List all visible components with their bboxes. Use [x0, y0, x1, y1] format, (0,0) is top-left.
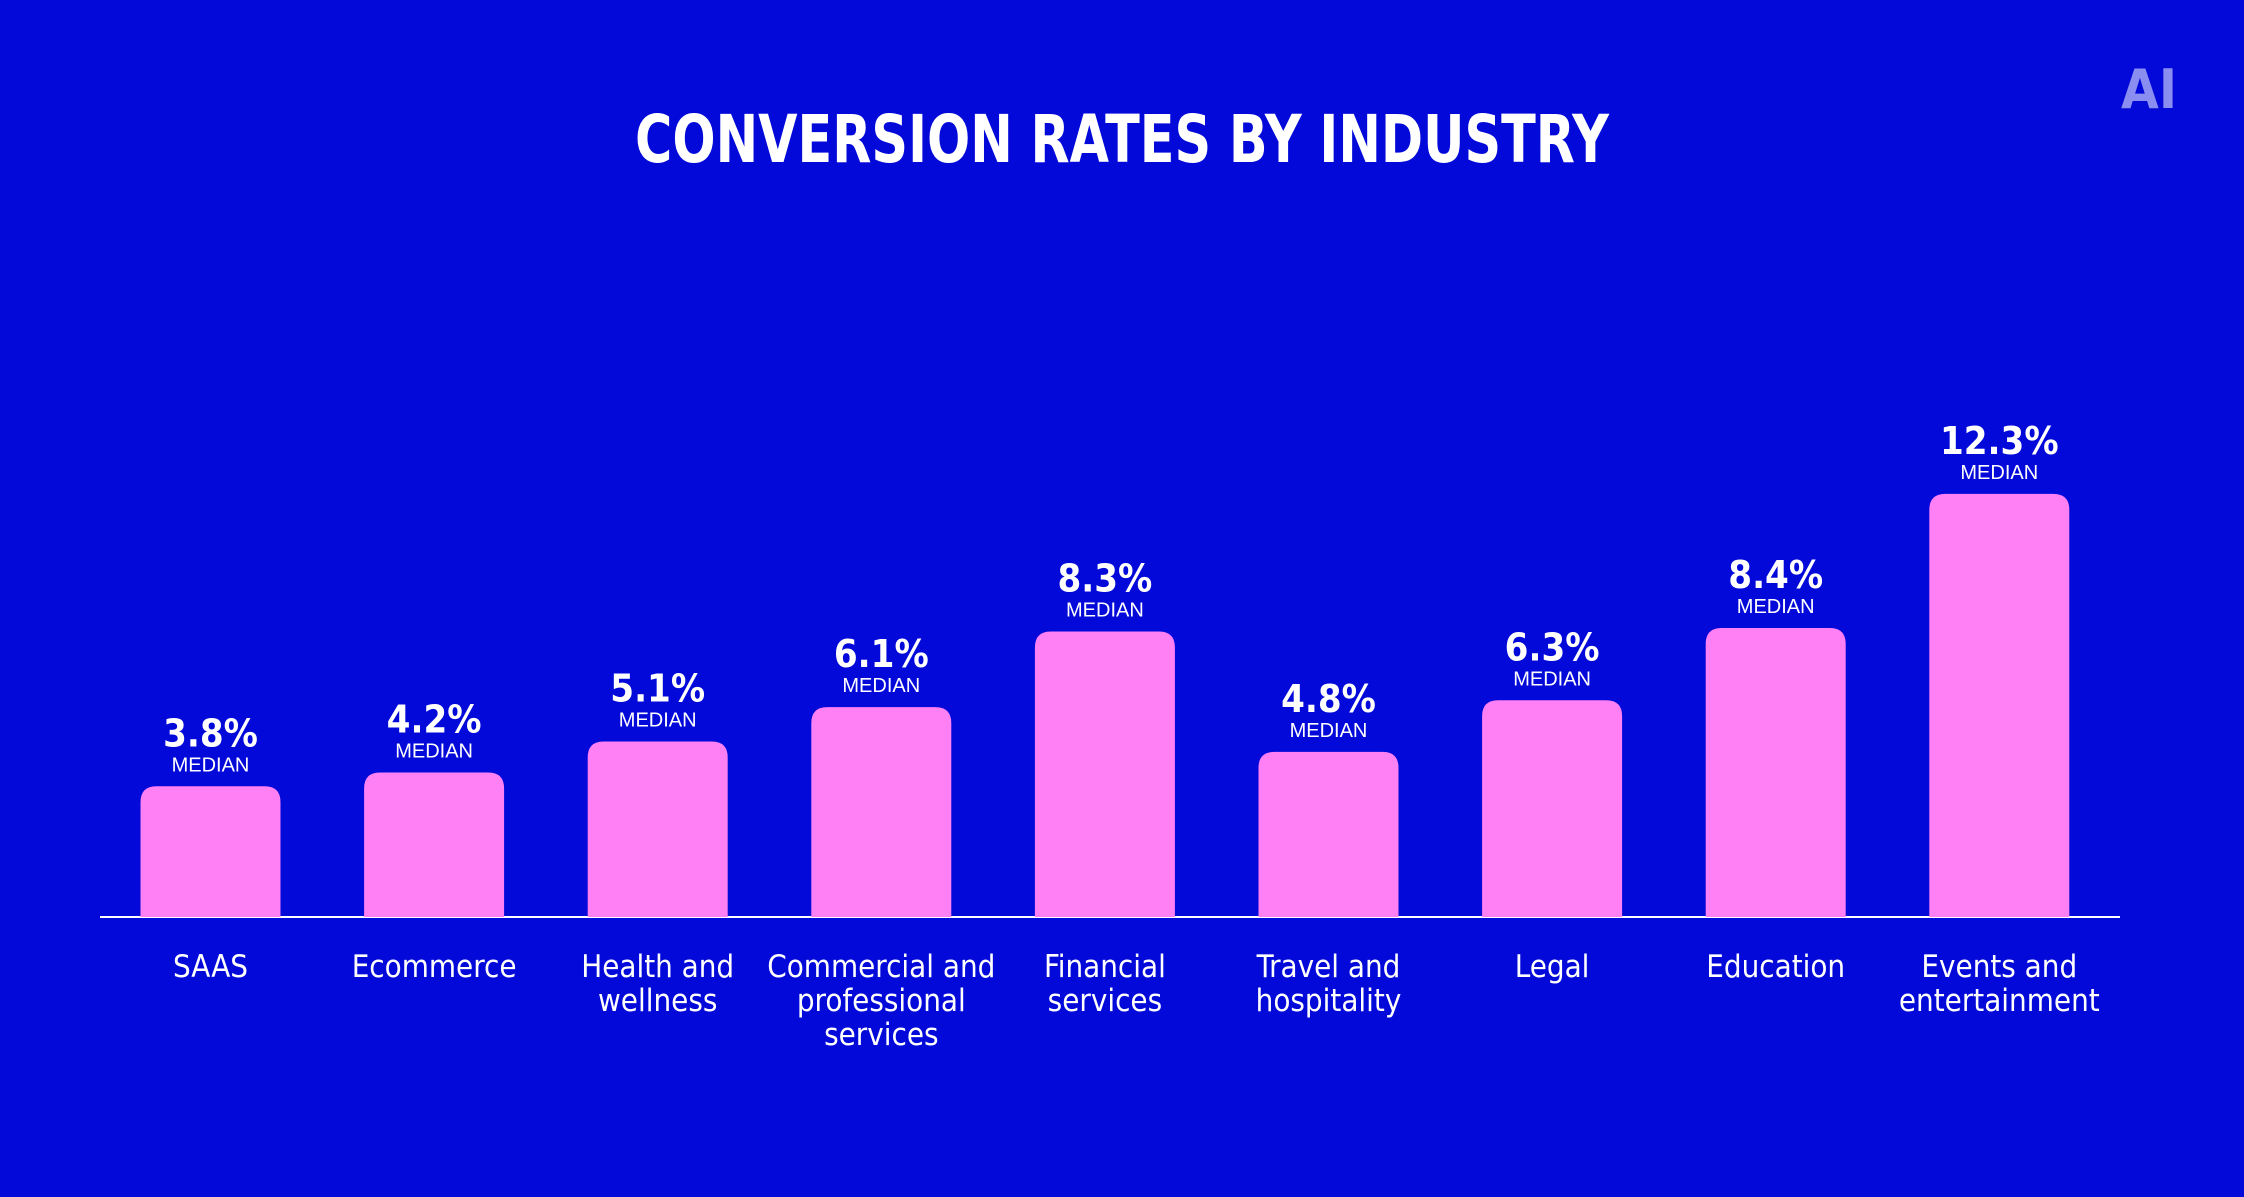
category-label-3: Commercial and professional services	[767, 949, 995, 1053]
category-label-0: SAAS	[173, 949, 248, 985]
value-sublabel-8: MEDIAN	[1960, 462, 2038, 484]
bar-7	[1705, 628, 1846, 917]
bar-4	[1034, 631, 1175, 917]
bar-2	[587, 741, 728, 917]
value-sublabel-1: MEDIAN	[395, 741, 473, 763]
bar-1	[364, 772, 505, 917]
value-sublabel-7: MEDIAN	[1737, 596, 1815, 618]
bar-3	[811, 707, 952, 917]
category-label-1: Ecommerce	[352, 949, 517, 985]
bar-8	[1929, 493, 2070, 917]
value-label-1: 4.2%	[387, 698, 482, 742]
category-label-4: Financial services	[1044, 949, 1166, 1019]
value-label-2: 5.1%	[610, 667, 705, 711]
bar-5	[1258, 751, 1399, 917]
logo-icon: AI	[2121, 58, 2177, 121]
value-label-8: 12.3%	[1940, 419, 2059, 463]
value-sublabel-4: MEDIAN	[1066, 599, 1144, 621]
category-label-8: Events and entertainment	[1899, 949, 2100, 1019]
value-sublabel-2: MEDIAN	[619, 710, 697, 732]
value-sublabel-5: MEDIAN	[1290, 720, 1368, 742]
bars-group	[140, 493, 2070, 917]
chart-title: CONVERSION RATES BY INDUSTRY	[635, 101, 1610, 178]
category-label-6: Legal	[1515, 949, 1590, 985]
category-label-2: Health and wellness	[581, 949, 734, 1019]
value-sublabel-6: MEDIAN	[1513, 668, 1591, 690]
value-label-7: 8.4%	[1728, 553, 1823, 597]
value-label-0: 3.8%	[163, 711, 258, 755]
value-label-5: 4.8%	[1281, 677, 1376, 721]
value-sublabel-0: MEDIAN	[172, 754, 250, 776]
category-labels-group: SAAS Ecommerce Health and wellness Commercia…	[173, 949, 2100, 1053]
value-label-3: 6.1%	[834, 632, 929, 676]
value-labels-group: 3.8%MEDIAN4.2%MEDIAN5.1%MEDIAN6.1%MEDIAN…	[163, 419, 2059, 776]
value-sublabel-3: MEDIAN	[842, 675, 920, 697]
value-label-6: 6.3%	[1505, 625, 1600, 669]
value-label-4: 8.3%	[1057, 556, 1152, 600]
category-label-5: Travel and hospitality	[1256, 949, 1402, 1019]
bar-0	[140, 786, 281, 917]
bar-6	[1482, 700, 1623, 917]
category-label-7: Education	[1706, 949, 1845, 985]
